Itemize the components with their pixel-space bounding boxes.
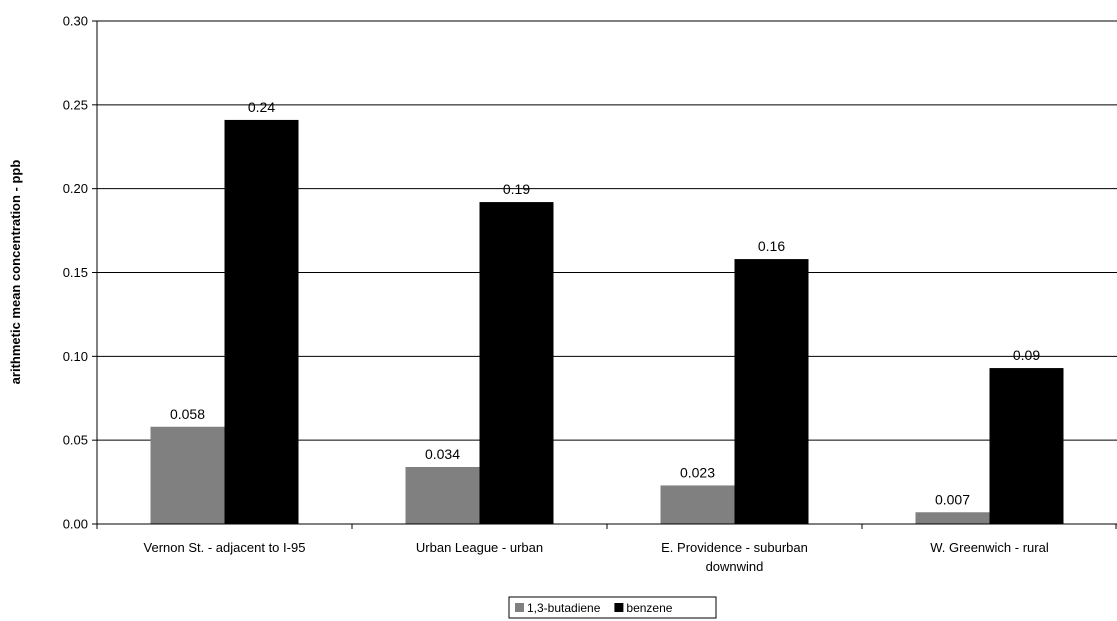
- y-tick-label: 0.20: [63, 181, 88, 196]
- bar-benzene: [479, 202, 554, 524]
- legend: 1,3-butadiene benzene: [508, 596, 717, 619]
- bar-1-3-butadiene: [405, 466, 480, 524]
- data-label: 0.19: [503, 181, 530, 197]
- y-tick-label: 0.25: [63, 97, 88, 112]
- x-tick-label: E. Providence - suburban: [661, 540, 808, 555]
- x-tick-label: W. Greenwich - rural: [930, 540, 1049, 555]
- legend-box: [508, 596, 717, 619]
- bar-1-3-butadiene: [150, 426, 225, 524]
- x-tick-label: Urban League - urban: [416, 540, 543, 555]
- data-label: 0.058: [170, 406, 205, 422]
- axes: 0.00 0.05 0.10 0.15 0.20 0.25 0.30: [63, 14, 1117, 532]
- legend-swatch: [614, 603, 624, 612]
- labels: 0.058 0.034 0.023 0.007 0.24 0.19 0.16 0.09 Vern…: [144, 99, 1049, 574]
- x-tick-label: Vernon St. - adjacent to I-95: [144, 540, 306, 555]
- bar-benzene: [734, 259, 809, 524]
- data-label: 0.007: [935, 491, 970, 507]
- y-tick-label: 0.00: [63, 517, 88, 532]
- x-tick-label: downwind: [706, 559, 764, 574]
- data-label: 0.24: [248, 99, 275, 115]
- data-label: 0.16: [758, 238, 785, 254]
- y-tick-label: 0.30: [63, 14, 88, 29]
- data-label: 0.023: [680, 464, 715, 480]
- bar-benzene: [224, 119, 299, 524]
- y-tick-label: 0.10: [63, 349, 88, 364]
- bar-1-3-butadiene: [660, 485, 735, 524]
- y-axis-title: arithmetic mean concentration - ppb: [8, 160, 23, 385]
- legend-label: 1,3-butadiene: [527, 601, 601, 615]
- legend-swatch: [515, 603, 524, 612]
- bars: [150, 119, 1064, 524]
- data-label: 0.034: [425, 446, 460, 462]
- bar-benzene: [989, 368, 1064, 524]
- y-tick-label: 0.15: [63, 265, 88, 280]
- legend-label: benzene: [626, 601, 672, 615]
- data-label: 0.09: [1013, 347, 1040, 363]
- bar-1-3-butadiene: [915, 512, 990, 524]
- y-tick-label: 0.05: [63, 433, 88, 448]
